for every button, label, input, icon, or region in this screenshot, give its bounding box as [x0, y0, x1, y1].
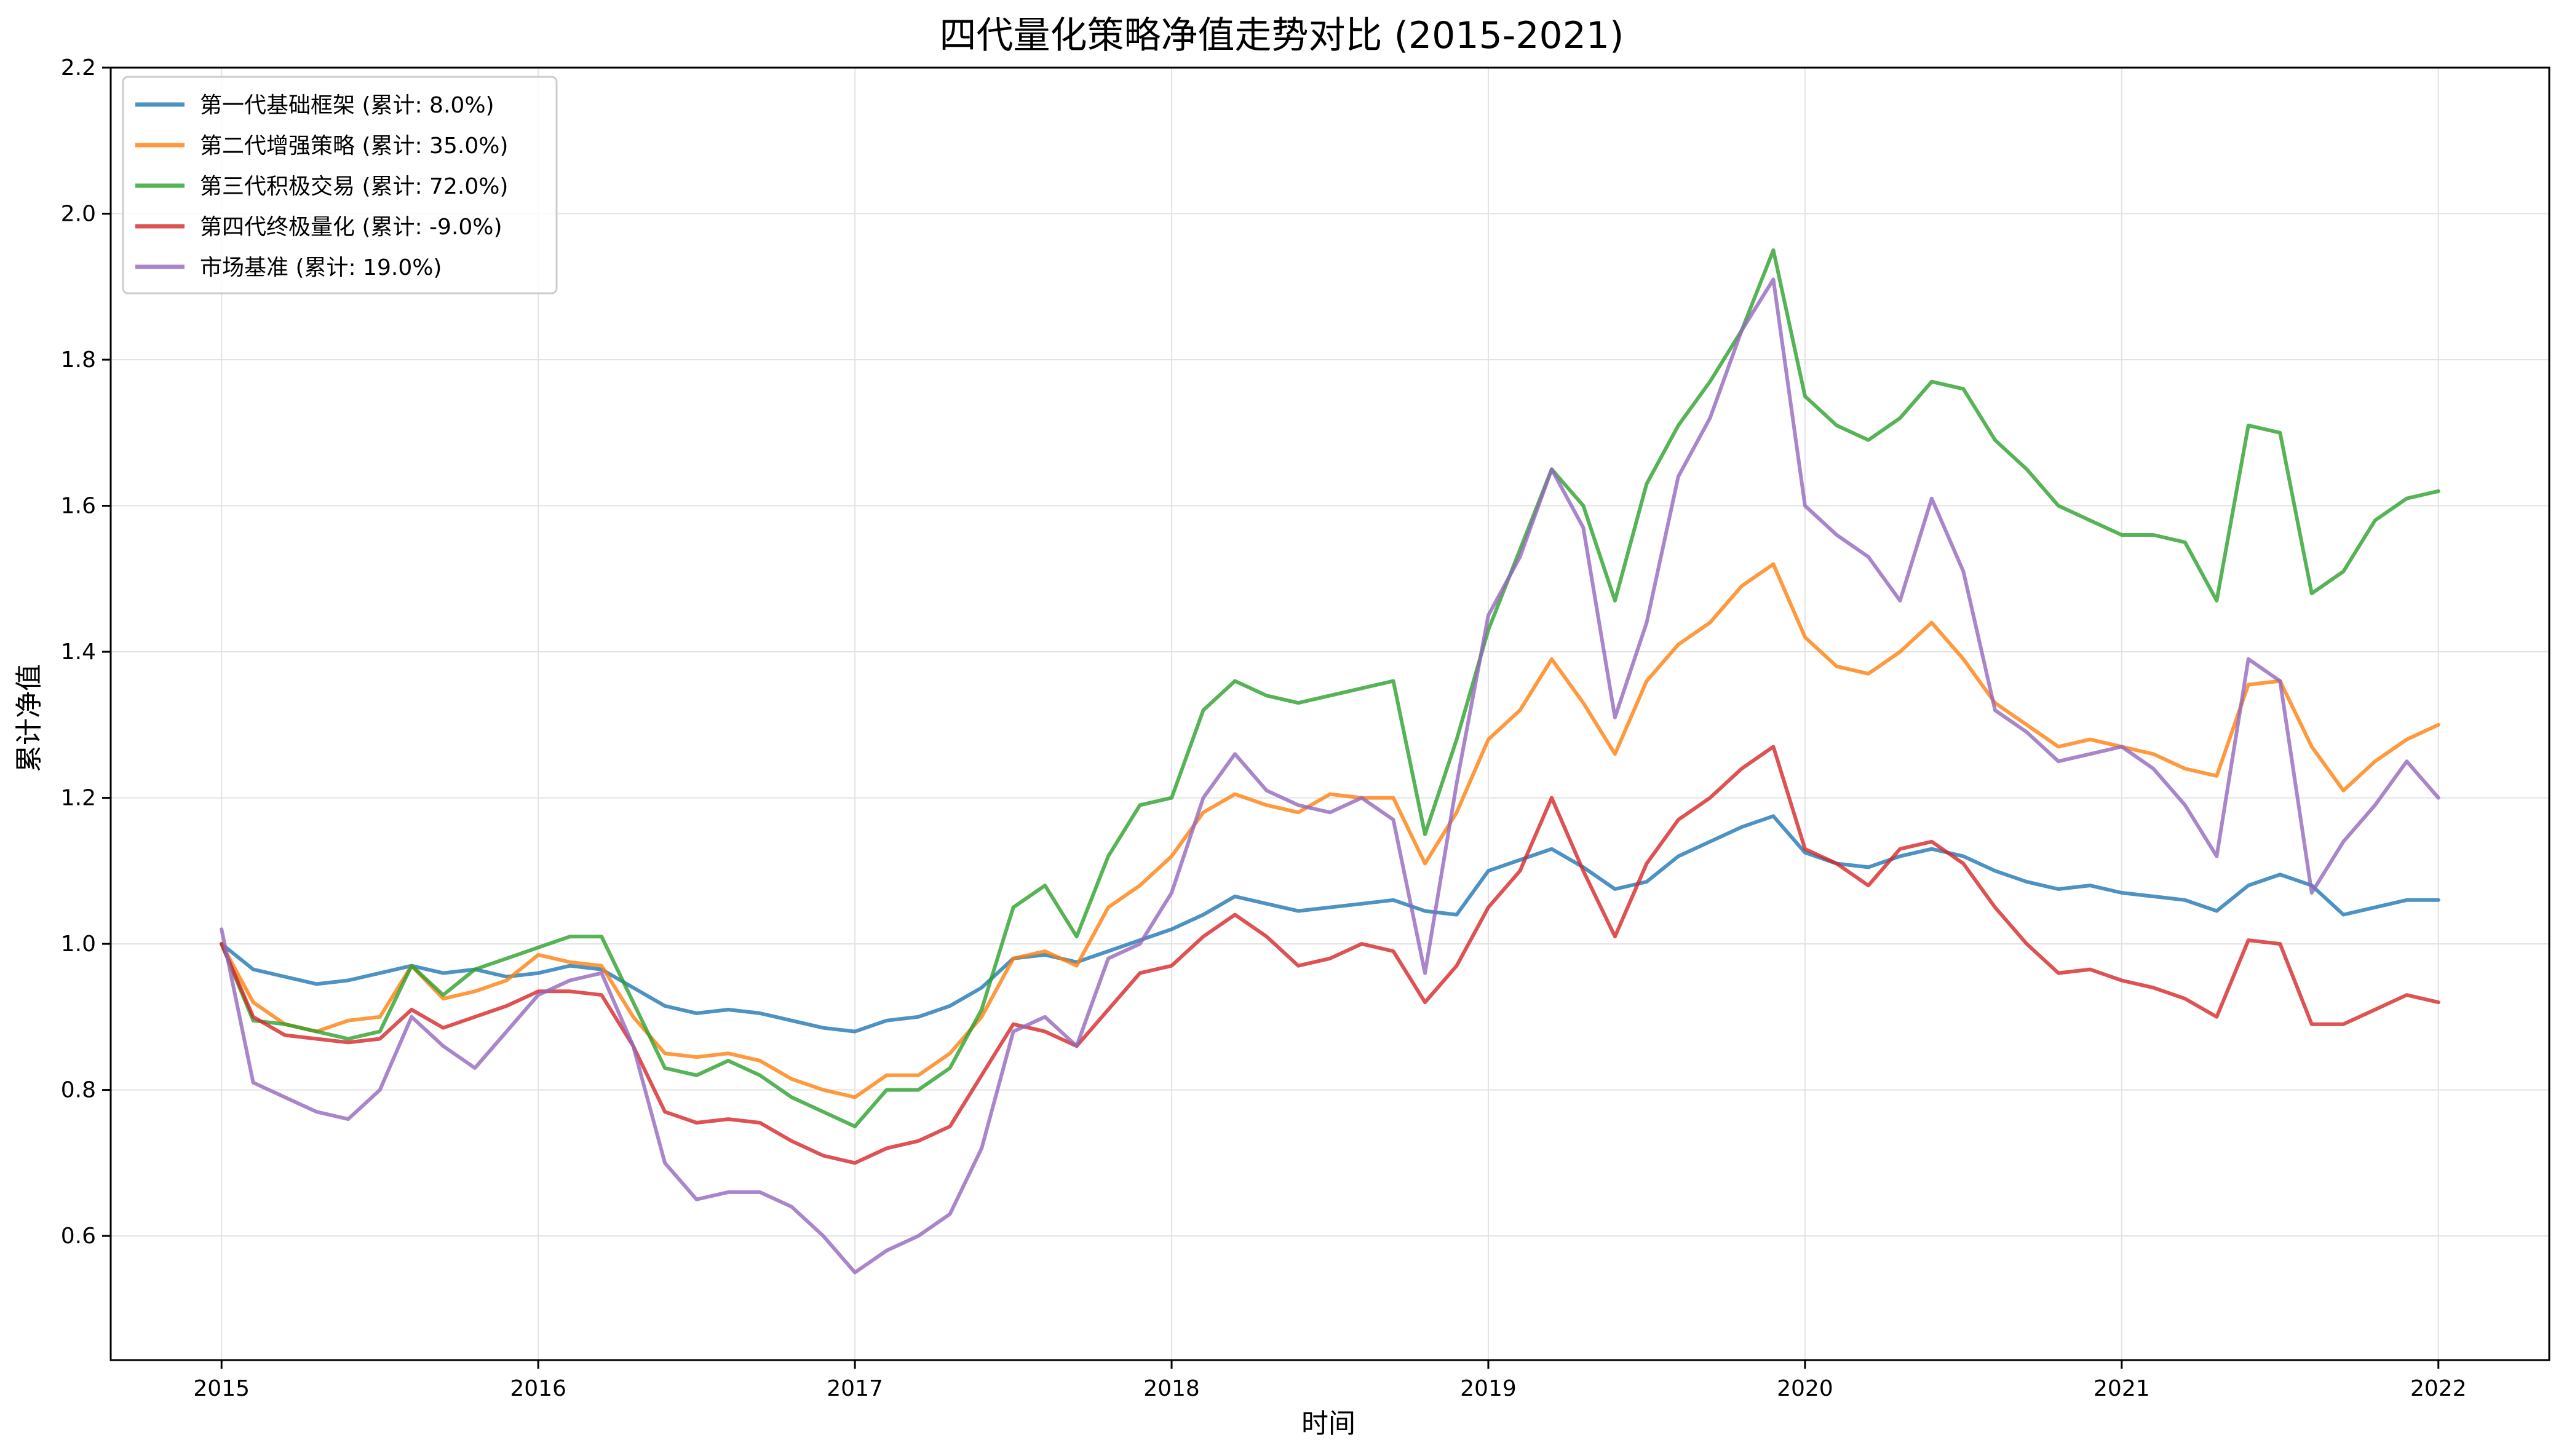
y-axis-label: 累计净值: [14, 664, 45, 772]
series-line-5: [220, 277, 2440, 1275]
y-tick-label: 1.4: [61, 639, 96, 665]
legend-label: 第四代终极量化 (累计: -9.0%): [200, 215, 502, 240]
y-tick-label: 1.8: [61, 347, 96, 373]
series-line-4: [220, 745, 2440, 1165]
y-tick-label: 1.6: [61, 494, 96, 519]
x-axis-label: 时间: [1301, 1408, 1355, 1439]
x-tick-label: 2017: [827, 1376, 883, 1401]
series-line-2: [220, 562, 2440, 1099]
x-tick-label: 2018: [1143, 1376, 1200, 1401]
y-tick-label: 1.0: [61, 932, 96, 957]
legend-label: 市场基准 (累计: 19.0%): [200, 255, 442, 280]
legend-box: [122, 76, 558, 295]
legend-label: 第二代增强策略 (累计: 35.0%): [200, 133, 508, 159]
x-tick-label: 2021: [2094, 1376, 2150, 1401]
x-tick-label: 2020: [1777, 1376, 1833, 1401]
y-tick-label: 1.2: [61, 786, 96, 811]
y-tick-label: 0.6: [61, 1224, 96, 1249]
plot-frame: [109, 66, 2550, 1361]
y-tick-label: 2.2: [61, 55, 96, 81]
series-line-3: [220, 248, 2440, 1128]
x-tick-label: 2015: [193, 1376, 250, 1401]
y-tick-label: 0.8: [61, 1078, 96, 1103]
x-tick-label: 2019: [1460, 1376, 1517, 1401]
axis-ticks: 2015 2016 2017 2018 2019 2020 2021 2022 0.6 0.8 1.…: [61, 55, 2467, 1401]
y-tick-label: 2.0: [61, 202, 96, 227]
series-layer: [220, 248, 2440, 1275]
legend-label: 第三代积极交易 (累计: 72.0%): [200, 174, 508, 199]
grid: [111, 67, 2549, 1360]
legend-label: 第一代基础框架 (累计: 8.0%): [200, 93, 494, 118]
x-tick-label: 2022: [2410, 1376, 2467, 1401]
chart-title: 四代量化策略净值走势对比 (2015-2021): [940, 14, 1624, 57]
series-line-1: [220, 814, 2440, 1034]
legend: 第一代基础框架 (累计: 8.0%) 第二代增强策略 (累计: 35.0%) 第三代…: [122, 76, 558, 295]
x-tick-label: 2016: [510, 1376, 566, 1401]
